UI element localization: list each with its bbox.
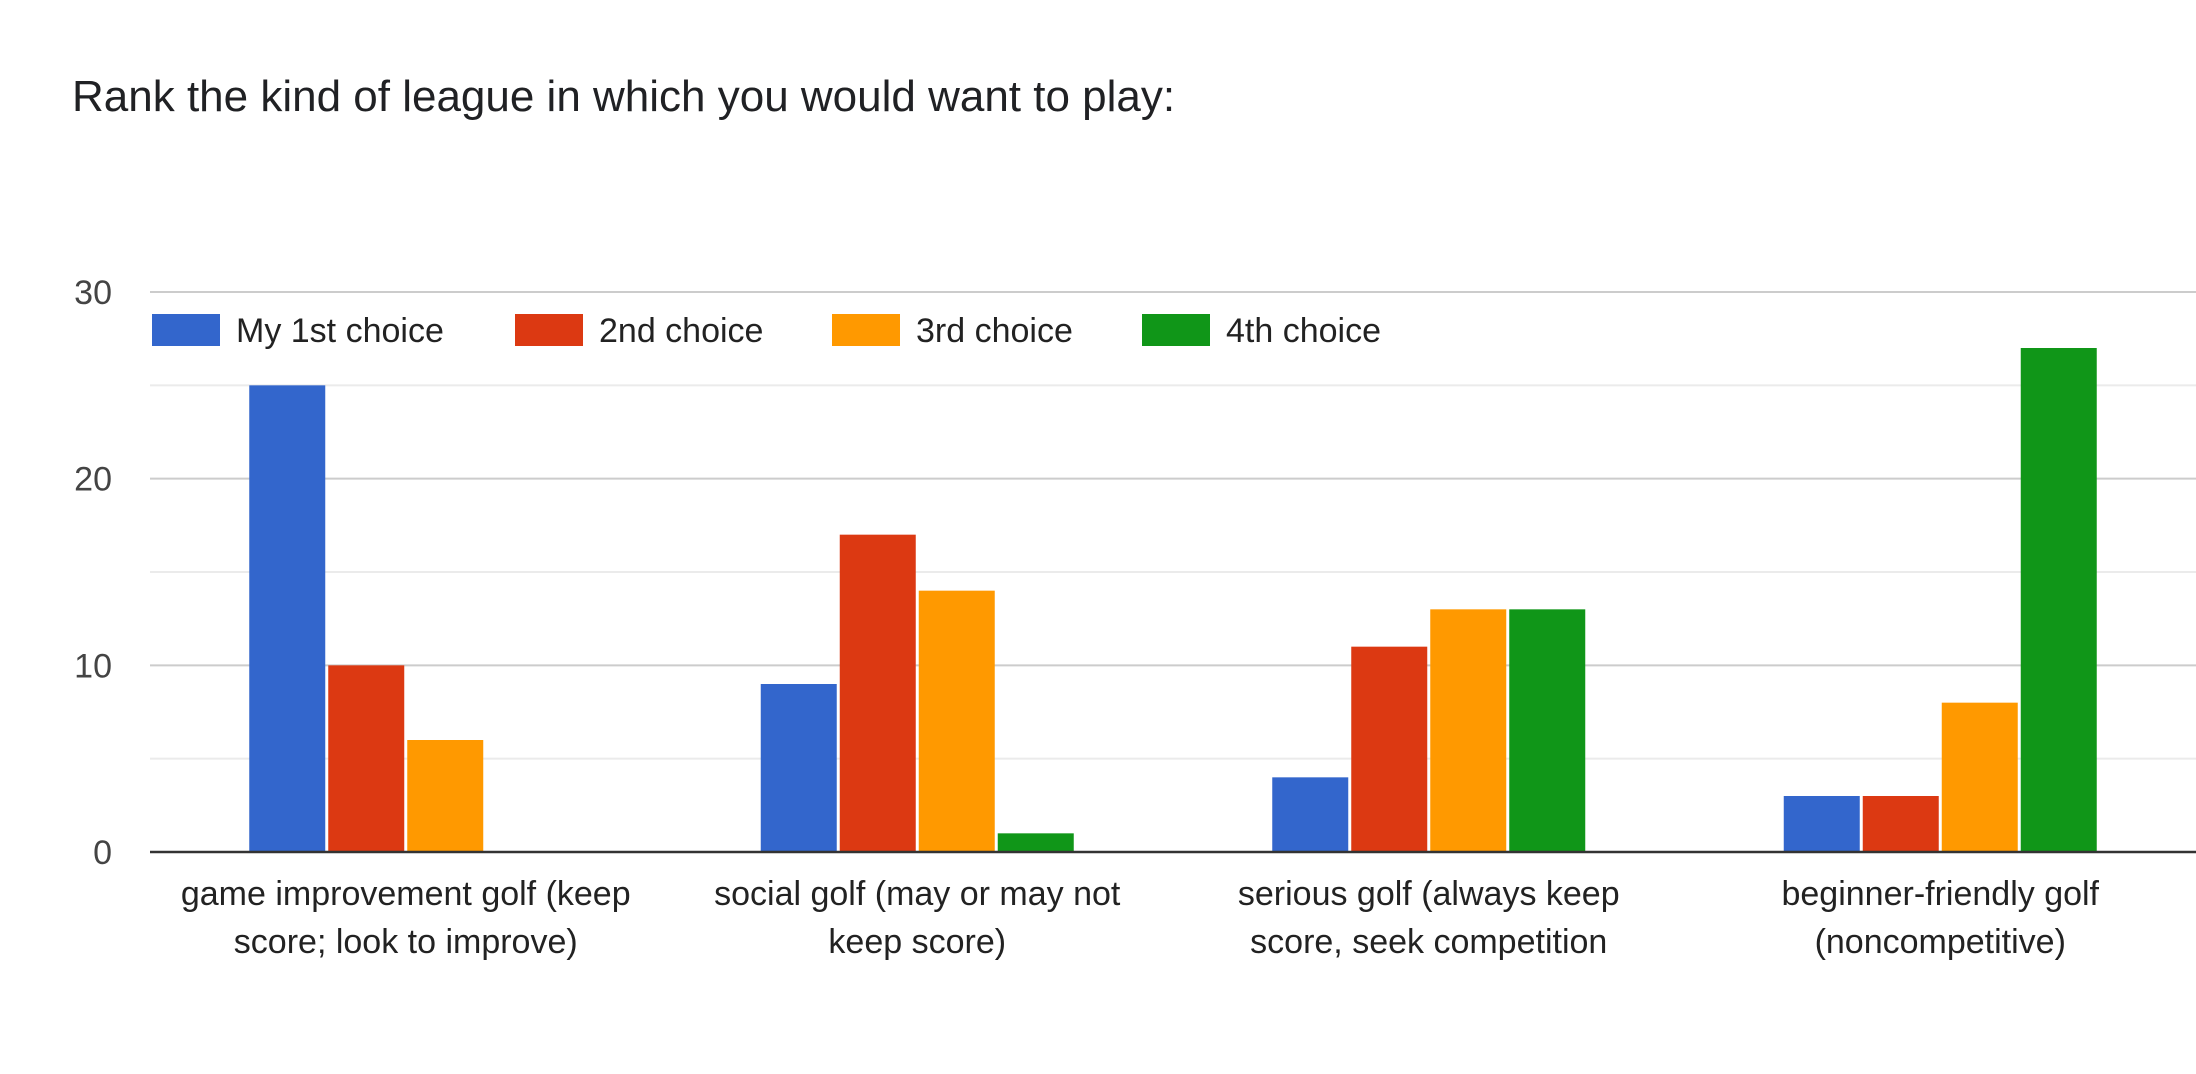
y-tick-label: 10 [74, 647, 112, 685]
gridlines [150, 291, 2196, 760]
chart-title: Rank the kind of league in which you wou… [72, 72, 1176, 121]
bar [328, 665, 405, 852]
legend-swatch [152, 314, 220, 346]
legend-label: 4th choice [1226, 312, 1381, 350]
x-tick-label: score; look to improve) [234, 923, 578, 961]
legend-swatch [832, 314, 900, 346]
legend-label: My 1st choice [236, 312, 444, 350]
x-tick-label: game improvement golf (keep [181, 875, 631, 913]
bar [997, 833, 1074, 852]
y-tick-label: 20 [74, 461, 112, 499]
y-tick-label: 0 [93, 834, 112, 872]
bar [249, 385, 326, 852]
x-tick-label: serious golf (always keep [1238, 875, 1620, 913]
bar [1272, 777, 1349, 852]
bar [1351, 646, 1428, 852]
x-tick-label: beginner-friendly golf [1781, 875, 2099, 913]
bar [1509, 609, 1586, 852]
bars [249, 348, 2097, 852]
x-tick-label: keep score) [828, 923, 1006, 961]
legend: My 1st choice 2nd choice 3rd choice 4th cho… [152, 312, 1381, 350]
x-tick-label: social golf (may or may not [714, 875, 1121, 913]
legend-swatch [1142, 314, 1210, 346]
legend-label: 2nd choice [599, 312, 763, 350]
bar [407, 740, 484, 852]
bar [2020, 348, 2097, 852]
bar [1941, 702, 2018, 852]
bar [839, 534, 916, 852]
axes: 0 10 20 30 game improvement golf (keep score;… [74, 274, 2196, 961]
bar [760, 684, 837, 852]
y-tick-label: 30 [74, 274, 112, 312]
legend-swatch [515, 314, 583, 346]
x-tick-label: score, seek competition [1250, 923, 1607, 961]
x-tick-label: (noncompetitive) [1815, 923, 2066, 961]
bar [1862, 796, 1939, 852]
bar [1430, 609, 1507, 852]
bar [1783, 796, 1860, 852]
bar [918, 590, 995, 852]
legend-label: 3rd choice [916, 312, 1073, 350]
